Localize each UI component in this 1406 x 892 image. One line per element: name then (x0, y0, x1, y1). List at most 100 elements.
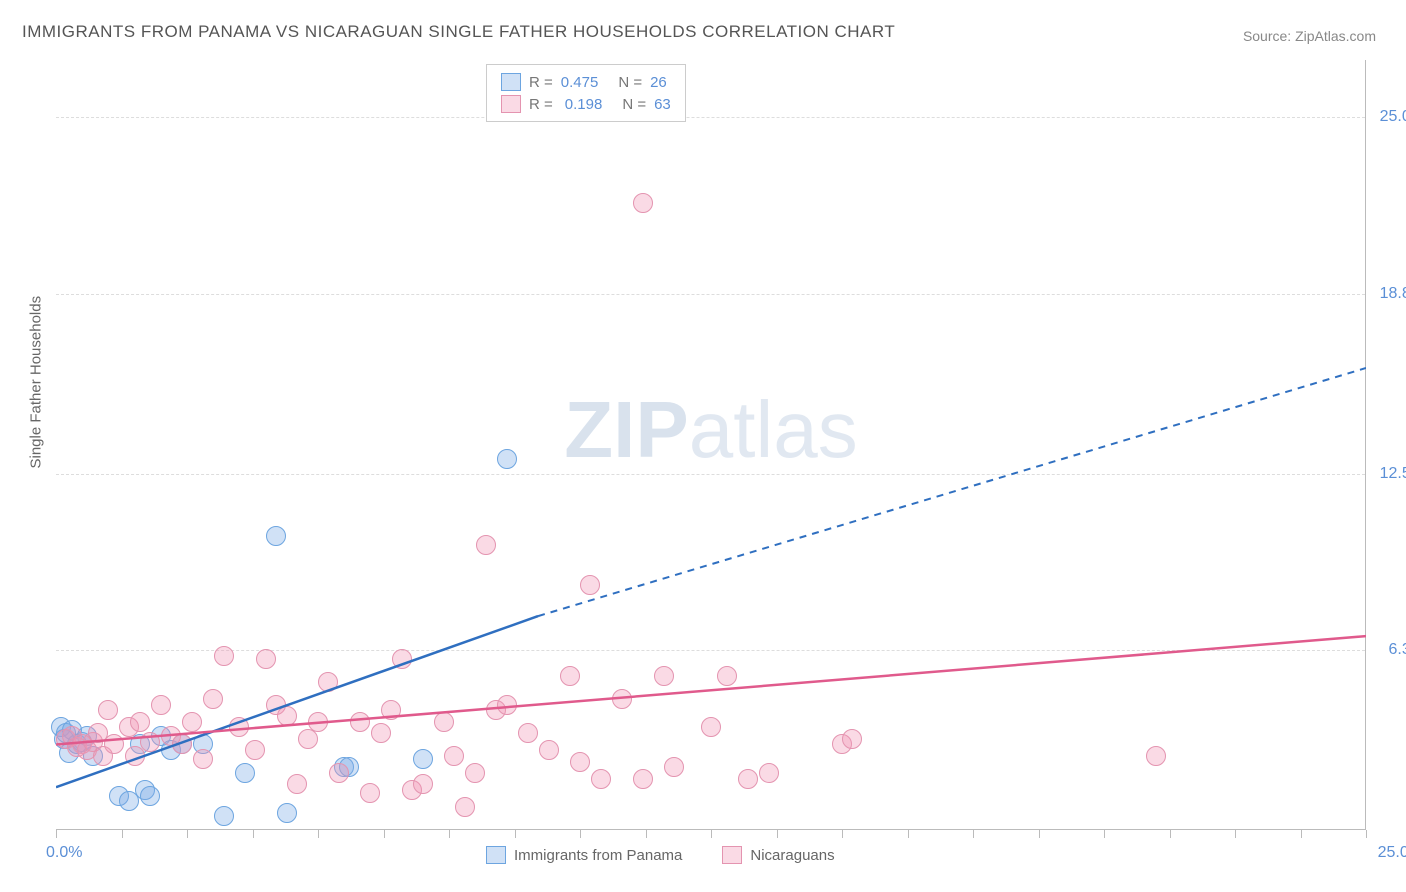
x-tick (449, 830, 450, 838)
legend-n-panama: 26 (650, 74, 667, 91)
data-point (140, 732, 160, 752)
data-point (633, 769, 653, 789)
legend-r-label: R = (529, 74, 553, 91)
data-point (434, 712, 454, 732)
data-point (444, 746, 464, 766)
gridline (56, 294, 1365, 295)
data-point (329, 763, 349, 783)
legend-n-nicaraguans: 63 (654, 96, 671, 113)
x-tick (1235, 830, 1236, 838)
data-point (717, 666, 737, 686)
data-point (633, 193, 653, 213)
data-point (214, 806, 234, 826)
data-point (235, 763, 255, 783)
swatch-panama2 (486, 846, 506, 864)
data-point (392, 649, 412, 669)
data-point (130, 712, 150, 732)
x-tick-max: 25.0% (1378, 844, 1406, 862)
x-tick-min: 0.0% (46, 844, 82, 862)
data-point (256, 649, 276, 669)
legend-n-label: N = (618, 74, 642, 91)
data-point (308, 712, 328, 732)
y-tick-label: 18.8% (1380, 285, 1406, 303)
data-point (476, 535, 496, 555)
data-point (98, 700, 118, 720)
data-point (245, 740, 265, 760)
trend-lines (56, 60, 1366, 830)
data-point (518, 723, 538, 743)
data-point (287, 774, 307, 794)
data-point (413, 774, 433, 794)
data-point (654, 666, 674, 686)
legend-row-nicaraguans: R = 0.198 N = 63 (501, 93, 671, 115)
trend-line-dashed (538, 368, 1366, 616)
gridline (56, 650, 1365, 651)
data-point (842, 729, 862, 749)
data-point (318, 672, 338, 692)
data-point (229, 717, 249, 737)
data-point (738, 769, 758, 789)
legend-r-label2: R = (529, 96, 553, 113)
y-tick-label: 25.0% (1380, 108, 1406, 126)
swatch-panama (501, 73, 521, 91)
series-legend-nicaraguans: Nicaraguans (722, 846, 834, 864)
data-point (298, 729, 318, 749)
data-point (182, 712, 202, 732)
legend-r-panama: 0.475 (561, 74, 599, 91)
data-point (360, 783, 380, 803)
series-label-panama: Immigrants from Panama (514, 847, 682, 864)
x-tick (908, 830, 909, 838)
correlation-legend: R = 0.475 N = 26 R = 0.198 N = 63 (486, 64, 686, 122)
data-point (759, 763, 779, 783)
swatch-nicaraguans2 (722, 846, 742, 864)
x-tick (1301, 830, 1302, 838)
data-point (497, 449, 517, 469)
data-point (1146, 746, 1166, 766)
gridline (56, 117, 1365, 118)
x-tick (253, 830, 254, 838)
y-axis-label: Single Father Households (28, 296, 45, 469)
swatch-nicaraguans (501, 95, 521, 113)
data-point (664, 757, 684, 777)
data-point (172, 734, 192, 754)
x-tick (56, 830, 57, 838)
source-attribution: Source: ZipAtlas.com (1243, 28, 1376, 44)
data-point (214, 646, 234, 666)
data-point (413, 749, 433, 769)
x-tick (646, 830, 647, 838)
legend-row-panama: R = 0.475 N = 26 (501, 71, 671, 93)
x-tick (1366, 830, 1367, 838)
data-point (350, 712, 370, 732)
x-tick (842, 830, 843, 838)
x-tick (580, 830, 581, 838)
series-legend-panama: Immigrants from Panama (486, 846, 682, 864)
x-tick (1170, 830, 1171, 838)
x-tick (318, 830, 319, 838)
data-point (570, 752, 590, 772)
data-point (465, 763, 485, 783)
data-point (455, 797, 475, 817)
data-point (701, 717, 721, 737)
data-point (580, 575, 600, 595)
data-point (104, 734, 124, 754)
data-point (203, 689, 223, 709)
x-tick (1104, 830, 1105, 838)
x-tick (515, 830, 516, 838)
data-point (140, 786, 160, 806)
chart-title: IMMIGRANTS FROM PANAMA VS NICARAGUAN SIN… (22, 22, 895, 42)
series-legend: Immigrants from Panama Nicaraguans (486, 846, 835, 864)
data-point (381, 700, 401, 720)
legend-n-label2: N = (622, 96, 646, 113)
x-tick (384, 830, 385, 838)
x-tick (777, 830, 778, 838)
y-tick-label: 12.5% (1380, 465, 1406, 483)
x-tick (122, 830, 123, 838)
x-tick (973, 830, 974, 838)
x-tick (187, 830, 188, 838)
data-point (560, 666, 580, 686)
plot-region: R = 0.475 N = 26 R = 0.198 N = 63 6.3%12… (56, 60, 1366, 830)
x-tick (1039, 830, 1040, 838)
data-point (277, 803, 297, 823)
data-point (497, 695, 517, 715)
data-point (193, 749, 213, 769)
